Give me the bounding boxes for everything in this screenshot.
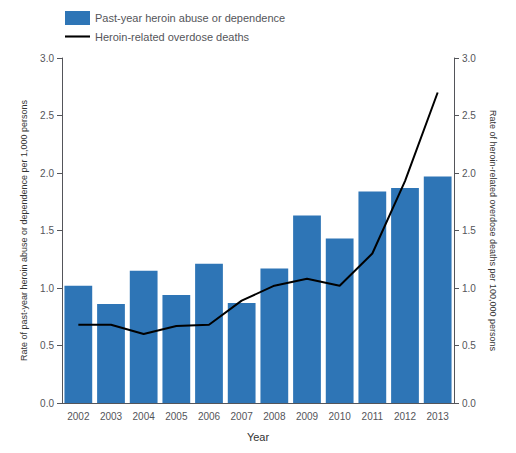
- svg-text:2004: 2004: [133, 411, 156, 422]
- svg-text:2008: 2008: [263, 411, 286, 422]
- svg-text:Rate of past-year heroin abuse: Rate of past-year heroin abuse or depend…: [19, 99, 29, 361]
- svg-text:1.5: 1.5: [40, 225, 54, 236]
- svg-text:2.5: 2.5: [462, 110, 476, 121]
- svg-text:0.5: 0.5: [40, 340, 54, 351]
- svg-text:Heroin-related overdose deaths: Heroin-related overdose deaths: [95, 31, 250, 43]
- svg-text:0.5: 0.5: [462, 340, 476, 351]
- svg-text:1.0: 1.0: [40, 283, 54, 294]
- svg-text:Year: Year: [247, 431, 270, 443]
- svg-text:3.0: 3.0: [40, 53, 54, 64]
- svg-text:2012: 2012: [394, 411, 417, 422]
- svg-text:0.0: 0.0: [40, 398, 54, 409]
- svg-text:2.0: 2.0: [40, 168, 54, 179]
- svg-text:2003: 2003: [100, 411, 123, 422]
- svg-text:2006: 2006: [198, 411, 221, 422]
- svg-text:Rate of heroin-related overdos: Rate of heroin-related overdose deaths p…: [488, 110, 498, 352]
- svg-text:2007: 2007: [231, 411, 254, 422]
- svg-text:3.0: 3.0: [462, 53, 476, 64]
- svg-text:2009: 2009: [296, 411, 319, 422]
- svg-text:2013: 2013: [427, 411, 450, 422]
- svg-text:2005: 2005: [165, 411, 188, 422]
- svg-text:2011: 2011: [362, 411, 384, 422]
- svg-text:2.5: 2.5: [40, 110, 54, 121]
- svg-text:2010: 2010: [329, 411, 352, 422]
- svg-text:1.0: 1.0: [462, 283, 476, 294]
- svg-text:2.0: 2.0: [462, 168, 476, 179]
- svg-text:2002: 2002: [67, 411, 90, 422]
- svg-text:0.0: 0.0: [462, 398, 476, 409]
- svg-text:1.5: 1.5: [462, 225, 476, 236]
- svg-text:Past-year heroin abuse or depe: Past-year heroin abuse or dependence: [95, 12, 285, 24]
